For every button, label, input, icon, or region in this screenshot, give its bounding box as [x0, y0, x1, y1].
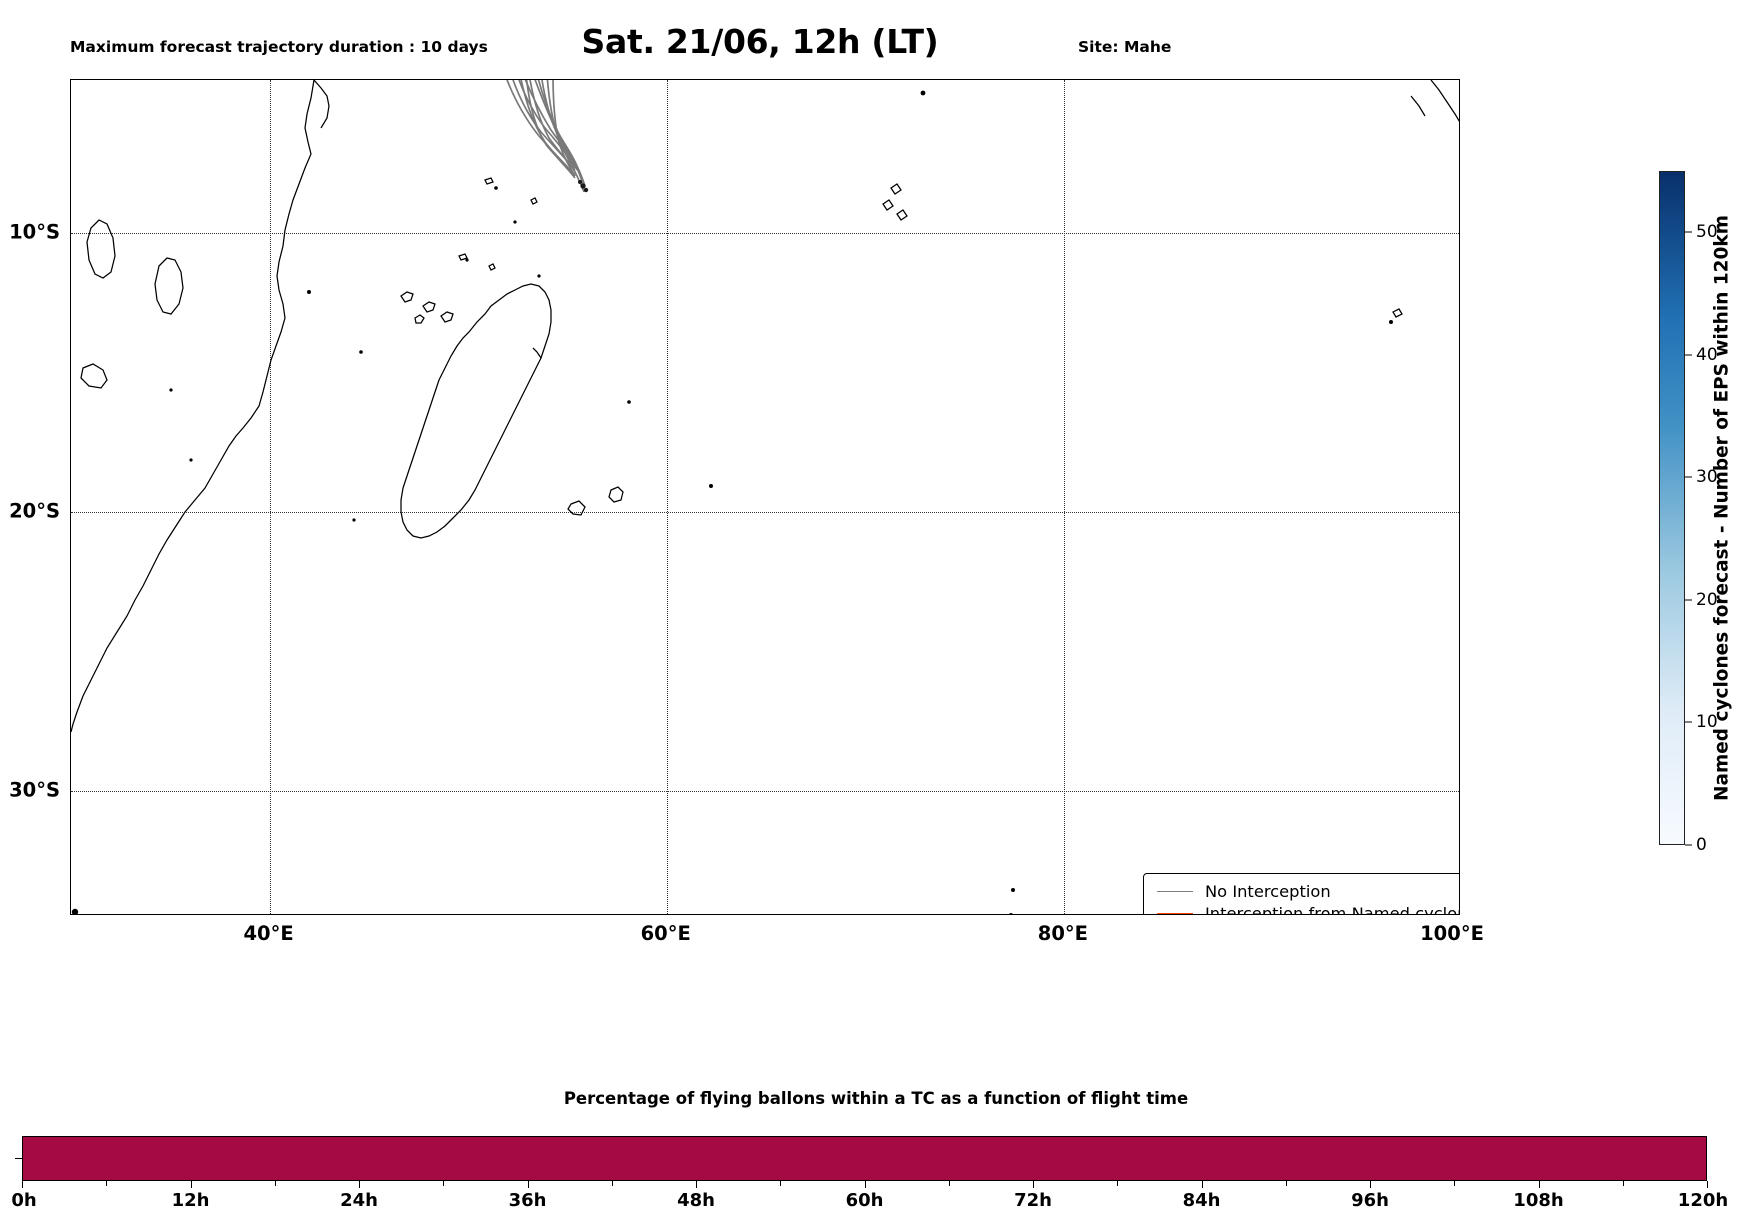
- bottom-tick-12h: [190, 1181, 192, 1188]
- map-geometry-layer: [71, 80, 1459, 914]
- bottom-tick-minor: [106, 1181, 108, 1186]
- bottom-tick-minor: [611, 1181, 613, 1186]
- legend-swatch-line-icon: [1153, 891, 1197, 893]
- bottom-tick-minor: [443, 1181, 445, 1186]
- bottom-label-24h: 24h: [340, 1190, 378, 1211]
- meta-site: Site: Mahe: [1078, 38, 1172, 57]
- legend-label: No Interception: [1205, 882, 1331, 902]
- legend-item-no-interception[interactable]: No Interception: [1153, 881, 1459, 902]
- bottom-label-72h: 72h: [1014, 1190, 1052, 1211]
- bottom-label-96h: 96h: [1351, 1190, 1389, 1211]
- bottom-label-36h: 36h: [508, 1190, 547, 1211]
- forecast-map[interactable]: No Interception Interception from Named …: [70, 79, 1460, 915]
- bottom-tick-24h: [359, 1181, 360, 1188]
- bottom-label-84h: 84h: [1182, 1190, 1221, 1211]
- ytick-label-30s: 30°S: [9, 778, 60, 802]
- ytick-label-10s: 10°S: [9, 220, 60, 244]
- colorbar-ticklabel-30: 30: [1696, 467, 1718, 488]
- xtick-label-100e: 100°E: [1420, 922, 1484, 945]
- bottom-bar-title: Percentage of flying ballons within a TC…: [563, 1089, 1189, 1108]
- bottom-label-0h: 0h: [11, 1190, 37, 1211]
- page-title: Sat. 21/06, 12h (LT): [581, 22, 939, 61]
- bottom-tick-96h: [1370, 1181, 1371, 1188]
- bottom-label-12h: 12h: [171, 1190, 210, 1211]
- colorbar-tick-40: [1685, 354, 1692, 356]
- colorbar-tick-30: [1685, 476, 1692, 478]
- bottom-tick-48h: [696, 1181, 697, 1188]
- bottom-tick-minor: [780, 1181, 782, 1186]
- colorbar-ticklabel-0: 0: [1696, 835, 1707, 855]
- trajectory-endpoint-markers: [578, 180, 589, 193]
- xtick-label-80e: 80°E: [1037, 922, 1088, 945]
- bottom-label-108h: 108h: [1513, 1190, 1564, 1211]
- colorbar-tick-10: [1685, 721, 1692, 723]
- bottom-tick-minor: [1117, 1181, 1119, 1186]
- bottom-tick-minor: [1285, 1181, 1287, 1186]
- colorbar-tick-0: [1685, 844, 1692, 846]
- colorbar[interactable]: 0 10 20 30 40 50: [1659, 171, 1718, 855]
- bottom-tick-36h: [527, 1181, 529, 1188]
- island-specks-group: [71, 90, 1393, 914]
- bottom-tick-0h: [22, 1181, 23, 1188]
- colorbar-tick-50: [1685, 231, 1692, 233]
- coastlines-group: [71, 80, 1459, 733]
- bottom-tick-minor: [948, 1181, 950, 1186]
- bottom-tick-72h: [1033, 1181, 1034, 1188]
- bottom-tick-108h: [1538, 1181, 1540, 1188]
- bottom-tick-84h: [1201, 1181, 1203, 1188]
- colorbar-ticklabel-40: 40: [1696, 344, 1718, 365]
- legend-item-interception-named-cyclone[interactable]: Interception from Named cyclone: [1153, 902, 1460, 915]
- bottom-label-48h: 48h: [677, 1190, 715, 1211]
- bottom-label-120h: 120h: [1677, 1190, 1729, 1211]
- legend-label: Interception from Named cyclone: [1205, 903, 1460, 915]
- colorbar-gradient: [1659, 171, 1685, 845]
- colorbar-tick-20: [1685, 599, 1692, 601]
- legend-swatch-line-icon: [1153, 912, 1197, 914]
- xtick-label-60e: 60°E: [640, 922, 691, 945]
- colorbar-axis-label: Named cyclones forecast - Number of EPS …: [1711, 214, 1733, 802]
- ytick-label-20s: 20°S: [9, 499, 60, 523]
- colorbar-ticklabel-10: 10: [1696, 712, 1718, 733]
- flight-time-bar-axes[interactable]: [22, 1136, 1707, 1181]
- colorbar-ticklabel-50: 50: [1696, 222, 1718, 243]
- bottom-tick-minor: [1454, 1181, 1456, 1186]
- bottom-tick-60h: [864, 1181, 866, 1188]
- bottom-bar-ytick: [15, 1158, 22, 1159]
- xtick-label-40e: 40°E: [243, 922, 294, 945]
- bottom-tick-minor: [274, 1181, 276, 1186]
- bottom-label-60h: 60h: [845, 1190, 884, 1211]
- colorbar-ticklabel-20: 20: [1696, 589, 1718, 610]
- balloon-trajectory-bundle: [506, 80, 586, 193]
- param-max-duration: Maximum forecast trajectory duration : 1…: [70, 38, 488, 57]
- bottom-tick-minor: [1622, 1181, 1624, 1186]
- percentage-in-tc-bar: [23, 1137, 1706, 1180]
- bottom-tick-120h: [1707, 1181, 1708, 1188]
- map-legend[interactable]: No Interception Interception from Named …: [1143, 873, 1460, 915]
